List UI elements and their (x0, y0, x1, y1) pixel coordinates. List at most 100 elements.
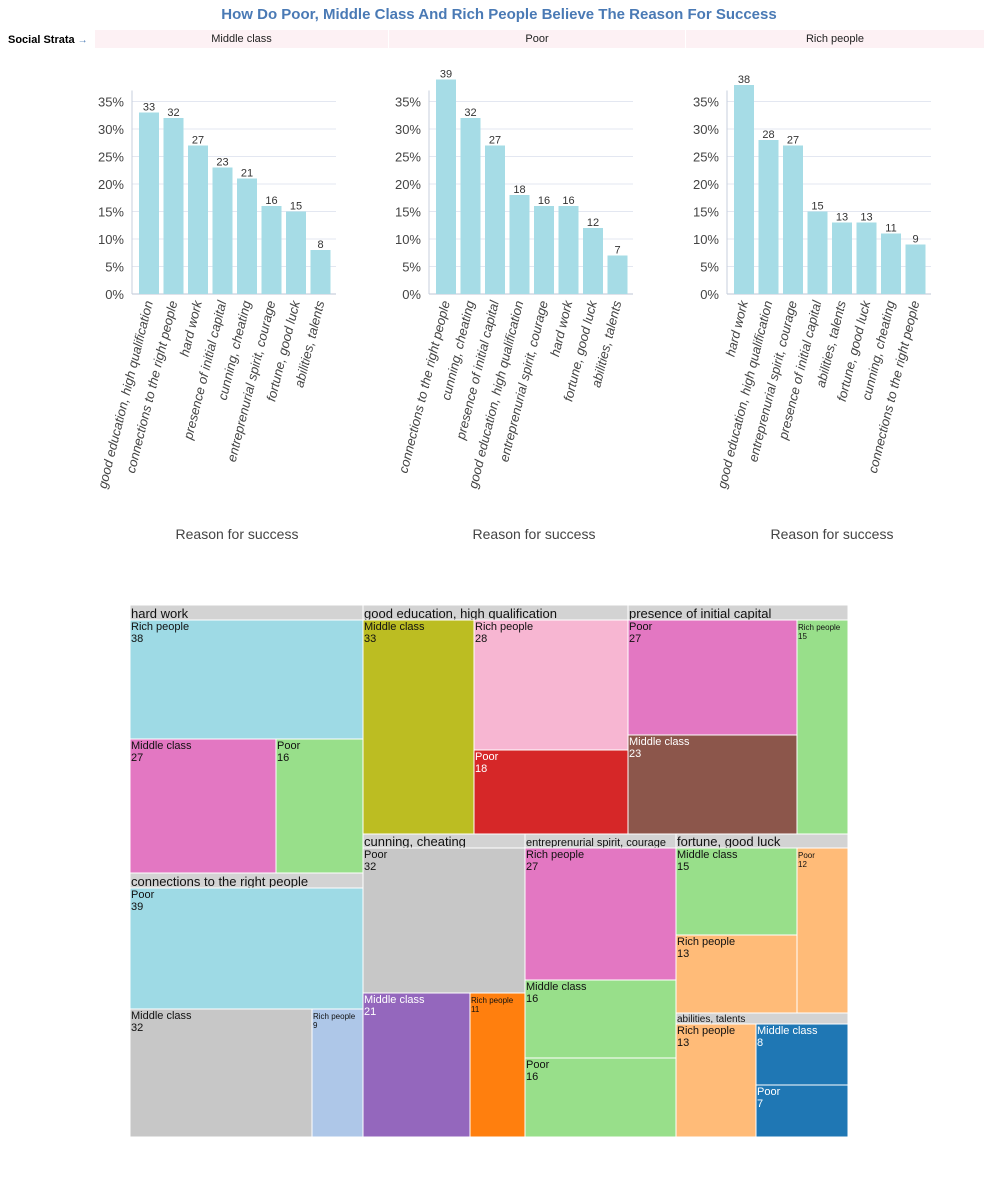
treemap-group-label: fortune, good luck (677, 834, 781, 849)
bar[interactable] (436, 79, 456, 295)
treemap-cell[interactable] (524, 979, 677, 1059)
y-tick-label: 15% (395, 205, 421, 220)
y-tick-label: 20% (98, 177, 124, 192)
bar[interactable] (558, 206, 579, 294)
treemap-cell[interactable] (755, 1023, 849, 1086)
bar[interactable] (212, 167, 233, 295)
treemap-cell[interactable] (627, 619, 798, 736)
bar[interactable] (832, 222, 852, 295)
bar-value-label: 38 (738, 74, 750, 86)
treemap-cell-name: Rich people (526, 849, 584, 861)
treemap-cell[interactable] (796, 847, 849, 1014)
bar[interactable] (286, 211, 306, 295)
treemap-cell-value: 27 (526, 861, 538, 873)
treemap-cell[interactable] (473, 619, 629, 751)
bar[interactable] (905, 244, 926, 295)
treemap-group-label: cunning, cheating (364, 834, 466, 849)
bar-value-label: 11 (885, 223, 896, 235)
social-strata-label: Social Strata → (8, 34, 88, 46)
bar[interactable] (485, 145, 505, 295)
page-title: How Do Poor, Middle Class And Rich Peopl… (221, 6, 777, 23)
treemap-cell-name: Middle class (131, 740, 192, 752)
treemap-cell[interactable] (524, 847, 677, 981)
treemap-cell[interactable] (129, 619, 364, 740)
bar[interactable] (237, 178, 257, 295)
bar[interactable] (758, 140, 779, 294)
treemap-cell[interactable] (311, 1008, 364, 1138)
treemap-cell-name: Poor (757, 1086, 781, 1098)
treemap-cell-value: 12 (798, 860, 807, 869)
treemap-group-label: abilities, talents (677, 1014, 745, 1025)
bar-value-label: 23 (216, 157, 228, 169)
treemap-cell-name: Middle class (757, 1025, 818, 1037)
treemap-cell-value: 9 (313, 1021, 318, 1030)
y-tick-label: 25% (98, 150, 124, 165)
bar[interactable] (881, 233, 901, 295)
treemap-cell[interactable] (675, 1023, 757, 1138)
treemap-cell-name: Rich people (471, 996, 514, 1005)
bar[interactable] (807, 211, 828, 295)
arrow-right-icon[interactable]: → (77, 35, 88, 46)
treemap-cell-name: Middle class (677, 849, 738, 861)
bar[interactable] (460, 118, 481, 294)
bar[interactable] (509, 195, 530, 294)
treemap-cell[interactable] (129, 1008, 313, 1138)
bar-value-label: 32 (464, 107, 476, 119)
treemap-cell[interactable] (675, 934, 798, 1014)
treemap-cell-value: 16 (526, 993, 538, 1005)
treemap-cell-value: 18 (475, 763, 487, 775)
bar-value-label: 13 (860, 212, 872, 224)
treemap-cell-value: 21 (364, 1006, 376, 1018)
treemap-cell-name: Poor (277, 740, 301, 752)
treemap-cell[interactable] (473, 749, 629, 835)
treemap-group-label: good education, high qualification (364, 606, 557, 621)
treemap-cell[interactable] (129, 738, 277, 874)
x-axis-title: Reason for success (473, 526, 596, 542)
treemap-cell-name: Middle class (526, 981, 587, 993)
bar-value-label: 39 (440, 69, 452, 81)
social-strata-text: Social Strata (8, 34, 75, 46)
bar[interactable] (734, 85, 754, 294)
bar-value-label: 27 (489, 135, 501, 147)
treemap-cell-name: Rich people (131, 621, 189, 633)
treemap-cell[interactable] (675, 847, 798, 936)
x-axis-title: Reason for success (176, 526, 299, 542)
treemap-cell-value: 8 (757, 1037, 763, 1049)
treemap-cell-name: Rich people (475, 621, 533, 633)
treemap-cell[interactable] (275, 738, 364, 874)
facet-header-rich-people: Rich people (686, 30, 985, 48)
bar[interactable] (310, 250, 331, 294)
bar[interactable] (583, 228, 603, 294)
bar-value-label: 27 (192, 135, 204, 147)
treemap-cell-value: 13 (677, 948, 689, 960)
bar[interactable] (607, 255, 628, 295)
bar[interactable] (534, 206, 554, 294)
treemap-cell[interactable] (362, 619, 475, 835)
bar[interactable] (163, 118, 184, 294)
treemap-group: good education, high qualificationMiddle… (362, 604, 629, 835)
bar[interactable] (139, 112, 159, 295)
treemap-cell[interactable] (755, 1084, 849, 1138)
treemap-cell-name: Poor (475, 751, 499, 763)
treemap-cell[interactable] (627, 734, 798, 835)
treemap-cell[interactable] (362, 992, 471, 1138)
bar[interactable] (261, 206, 282, 294)
bar[interactable] (856, 222, 877, 295)
y-tick-label: 5% (105, 260, 124, 275)
bar[interactable] (783, 145, 803, 295)
x-axis-title: Reason for success (771, 526, 894, 542)
treemap-cell[interactable] (469, 992, 526, 1138)
treemap-cell[interactable] (796, 619, 849, 835)
treemap-cell[interactable] (129, 887, 364, 1010)
bar-value-label: 21 (241, 168, 253, 180)
bar[interactable] (188, 145, 208, 295)
bar-value-label: 16 (265, 195, 277, 207)
bar-value-label: 28 (762, 129, 774, 141)
treemap-cell-value: 38 (131, 633, 143, 645)
treemap-cell[interactable] (362, 847, 526, 994)
treemap-cell[interactable] (524, 1057, 677, 1138)
